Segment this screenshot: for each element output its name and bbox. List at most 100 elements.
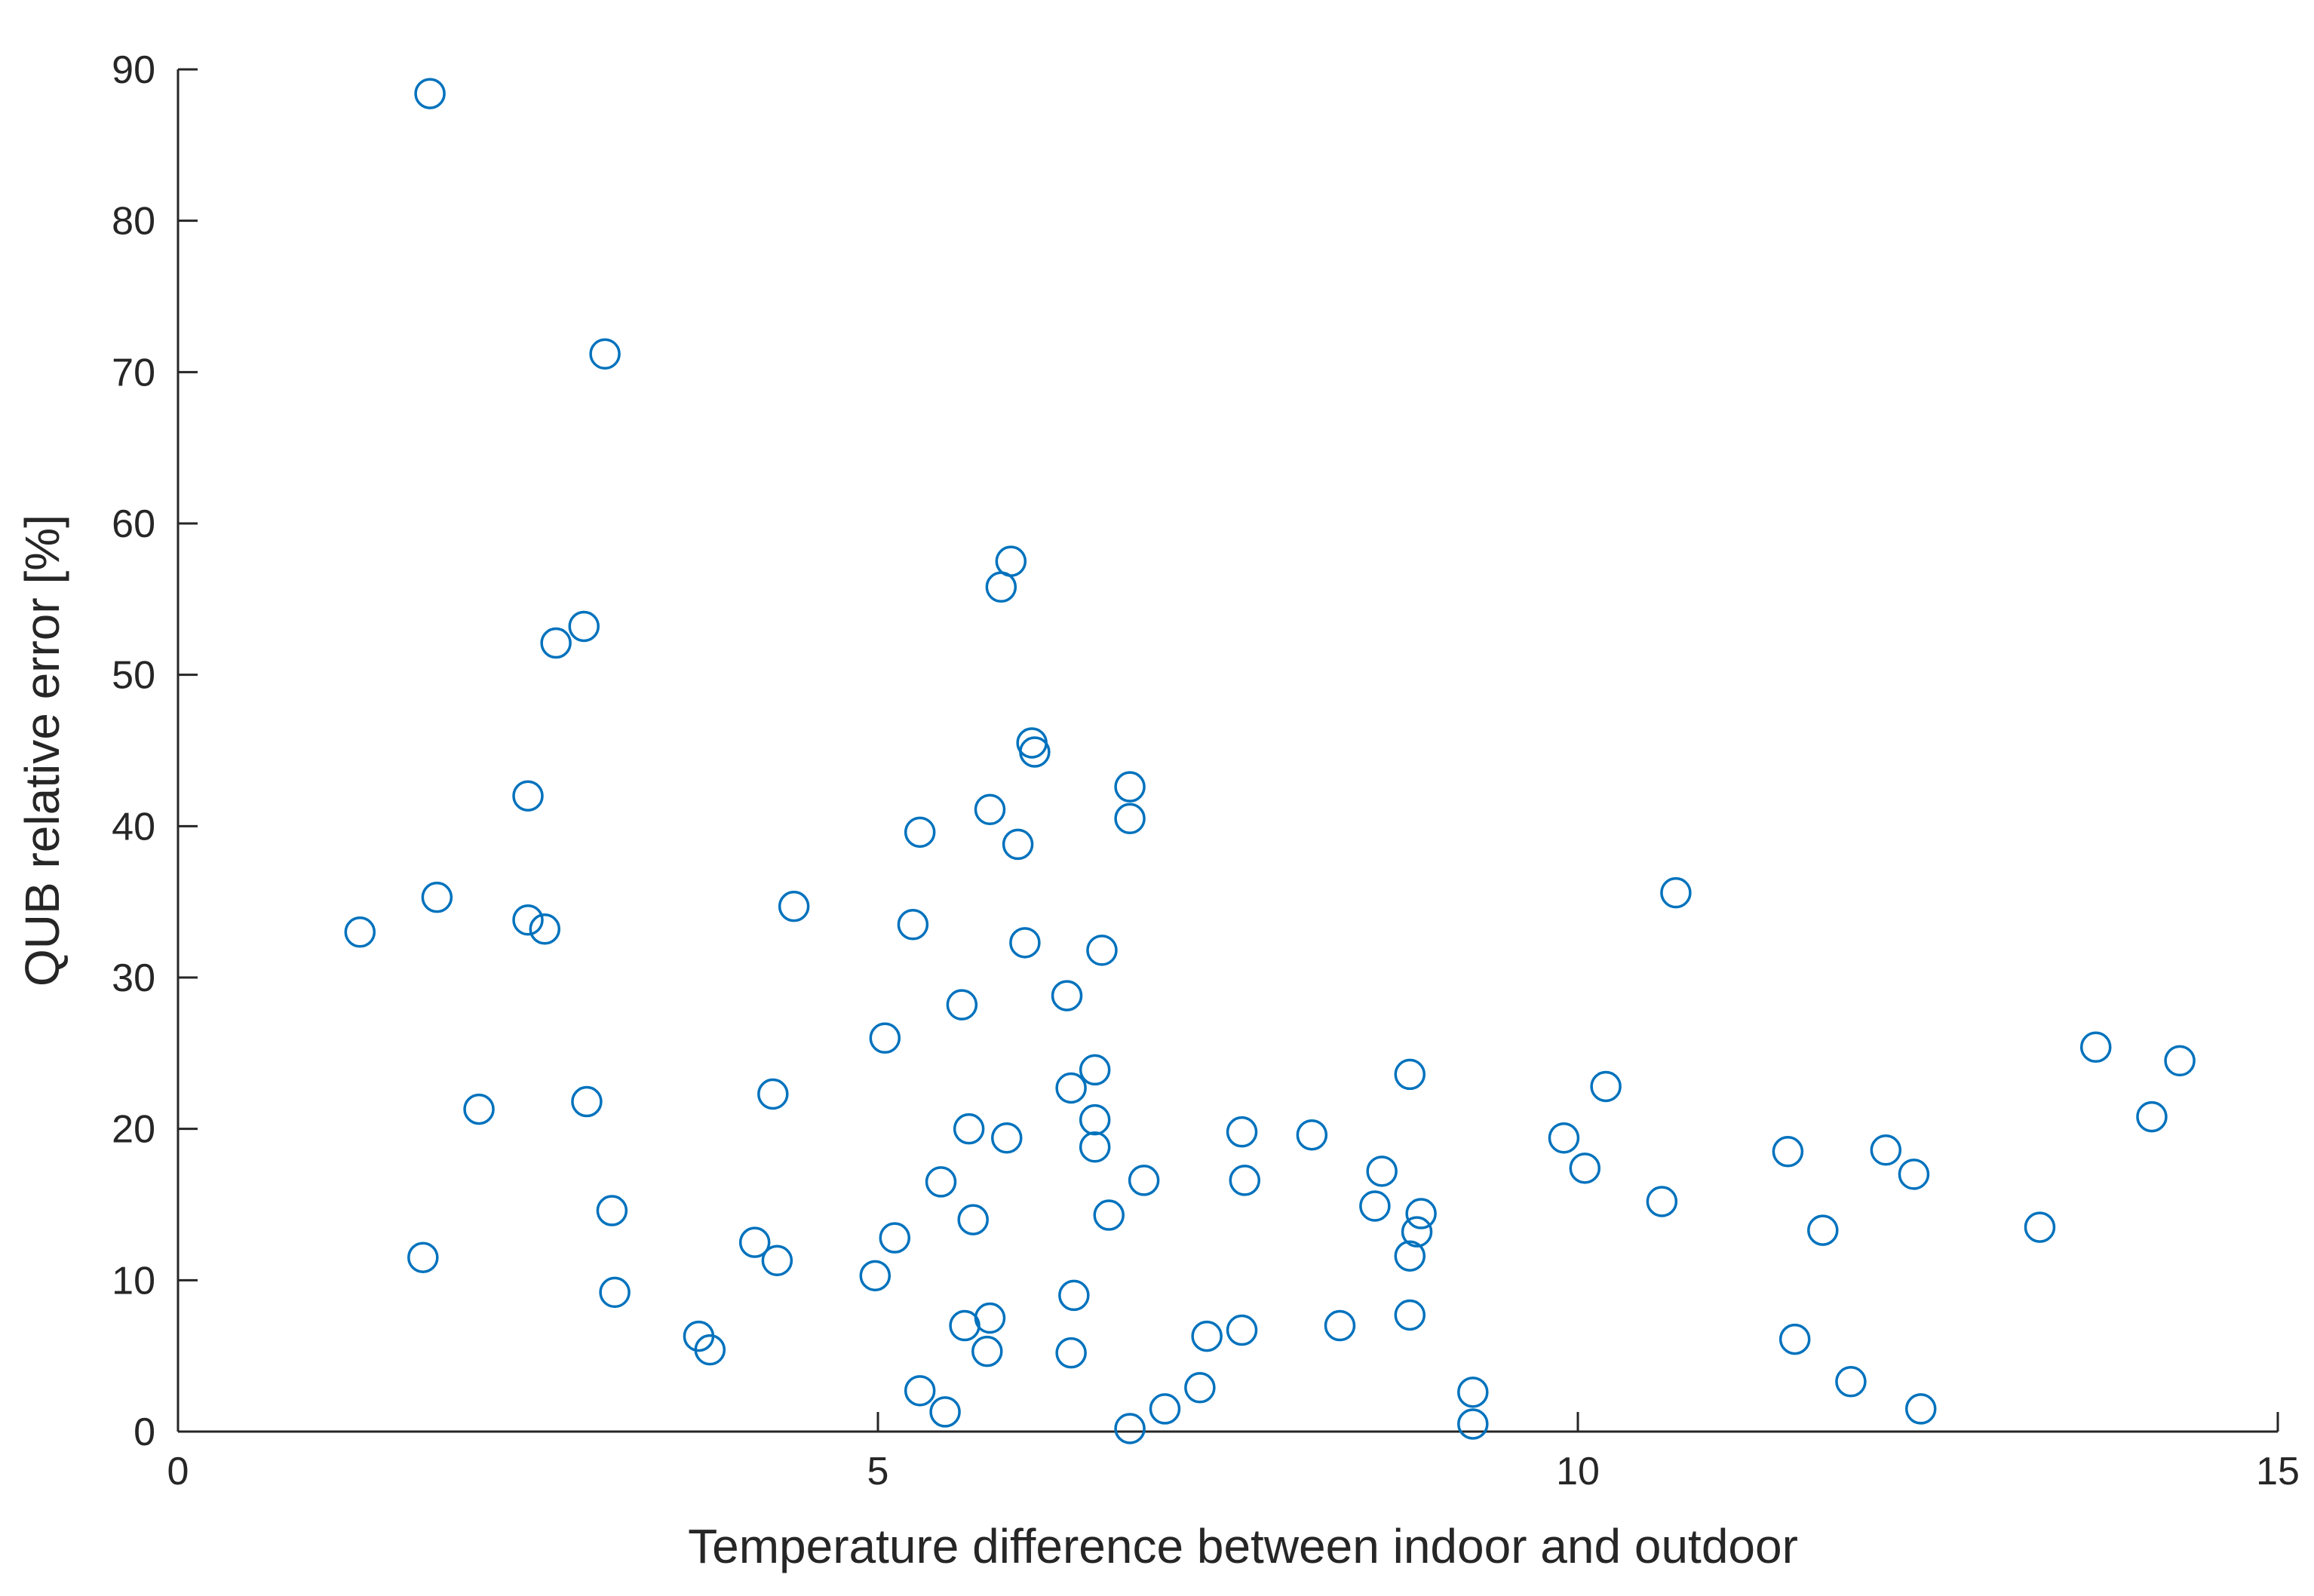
- data-point: [1226, 1314, 1258, 1346]
- data-point: [761, 1245, 793, 1276]
- data-point: [414, 78, 446, 109]
- data-point: [1128, 1165, 1160, 1196]
- data-point: [1590, 1070, 1622, 1103]
- data-point: [929, 1396, 961, 1428]
- data-point: [694, 1334, 726, 1366]
- y-tick-label: 90: [112, 48, 155, 92]
- data-point: [1457, 1377, 1489, 1408]
- data-point: [1778, 1323, 1811, 1355]
- data-point: [1114, 1413, 1146, 1444]
- data-point: [1086, 935, 1118, 966]
- data-point: [1548, 1122, 1580, 1154]
- y-tick-label: 0: [134, 1410, 155, 1454]
- data-point: [1002, 828, 1034, 861]
- y-tick-label: 20: [112, 1108, 155, 1152]
- data-point: [904, 1375, 936, 1407]
- data-point: [1394, 1299, 1426, 1331]
- data-point: [869, 1022, 901, 1054]
- data-point: [1191, 1320, 1223, 1352]
- data-point: [589, 338, 621, 370]
- data-point: [512, 780, 544, 812]
- data-point: [957, 1204, 989, 1235]
- data-point: [1184, 1372, 1216, 1404]
- data-point: [344, 916, 376, 948]
- x-axis-label: Temperature difference between indoor an…: [688, 1519, 1798, 1573]
- y-tick-label: 60: [112, 502, 155, 546]
- data-point: [778, 890, 810, 922]
- data-point: [1114, 771, 1146, 803]
- data-point: [1079, 1054, 1111, 1086]
- data-point: [1366, 1156, 1398, 1187]
- data-point: [1405, 1198, 1437, 1229]
- data-point: [995, 545, 1027, 577]
- data-point: [1807, 1214, 1839, 1246]
- data-point: [1055, 1337, 1087, 1369]
- data-point: [596, 1195, 628, 1226]
- x-tick-label: 5: [867, 1450, 889, 1493]
- data-point: [1055, 1072, 1087, 1104]
- data-point: [1324, 1309, 1356, 1342]
- data-point: [1646, 1186, 1678, 1217]
- data-point: [1051, 980, 1083, 1011]
- y-tick-label: 80: [112, 200, 155, 244]
- data-point: [540, 627, 572, 659]
- data-point: [1457, 1408, 1489, 1440]
- data-point: [859, 1260, 892, 1292]
- data-point: [1093, 1199, 1125, 1231]
- data-point: [1296, 1119, 1328, 1151]
- y-tick-label: 10: [112, 1259, 155, 1303]
- data-points: [344, 78, 2196, 1444]
- data-point: [1772, 1136, 1804, 1168]
- data-point: [2136, 1100, 2168, 1133]
- data-point: [568, 610, 600, 643]
- y-tick-label: 70: [112, 351, 155, 394]
- data-point: [1079, 1103, 1111, 1136]
- data-point: [1870, 1134, 1902, 1166]
- data-point: [1149, 1393, 1181, 1425]
- data-point: [991, 1122, 1023, 1154]
- x-axis-ticks: 0 5 10 15: [167, 1412, 2300, 1493]
- data-point: [971, 1335, 1003, 1367]
- data-point: [946, 989, 978, 1021]
- data-point: [1009, 927, 1041, 959]
- data-point: [904, 816, 936, 849]
- y-tick-label: 30: [112, 956, 155, 1000]
- data-point: [1058, 1279, 1090, 1312]
- data-point: [1359, 1190, 1391, 1222]
- data-point: [949, 1309, 981, 1342]
- y-axis-ticks: 0 10 20 30 40 50 60 70 80 90: [112, 48, 198, 1454]
- x-tick-label: 0: [167, 1450, 189, 1493]
- plot-area: 0 10 20 30 40 50 60 70 80 90 0 5 10 15: [112, 48, 2300, 1493]
- data-point: [1569, 1152, 1601, 1184]
- data-point: [738, 1226, 771, 1258]
- data-point: [1394, 1058, 1426, 1091]
- data-point: [2164, 1045, 2196, 1077]
- data-point: [463, 1093, 495, 1125]
- y-tick-label: 40: [112, 805, 155, 849]
- data-point: [571, 1085, 603, 1118]
- data-point: [985, 571, 1017, 603]
- y-tick-label: 50: [112, 654, 155, 698]
- data-point: [1229, 1165, 1261, 1196]
- data-point: [879, 1222, 911, 1254]
- x-tick-label: 10: [1556, 1450, 1600, 1493]
- data-point: [1835, 1366, 1867, 1398]
- data-point: [421, 881, 453, 913]
- data-point: [897, 909, 929, 941]
- data-point: [1394, 1240, 1426, 1272]
- data-point: [1019, 736, 1051, 768]
- data-point: [1226, 1116, 1258, 1148]
- x-tick-label: 15: [2256, 1450, 2300, 1493]
- data-point: [1660, 876, 1692, 909]
- data-point: [974, 793, 1006, 826]
- data-point: [757, 1078, 789, 1110]
- data-point: [1016, 727, 1048, 759]
- data-point: [1898, 1159, 1930, 1190]
- data-point: [2079, 1031, 2112, 1063]
- data-point: [1079, 1131, 1111, 1163]
- data-point: [512, 904, 544, 936]
- y-axis-label: QUB relative error [%]: [15, 514, 69, 987]
- data-point: [1904, 1393, 1937, 1425]
- data-point: [599, 1276, 631, 1309]
